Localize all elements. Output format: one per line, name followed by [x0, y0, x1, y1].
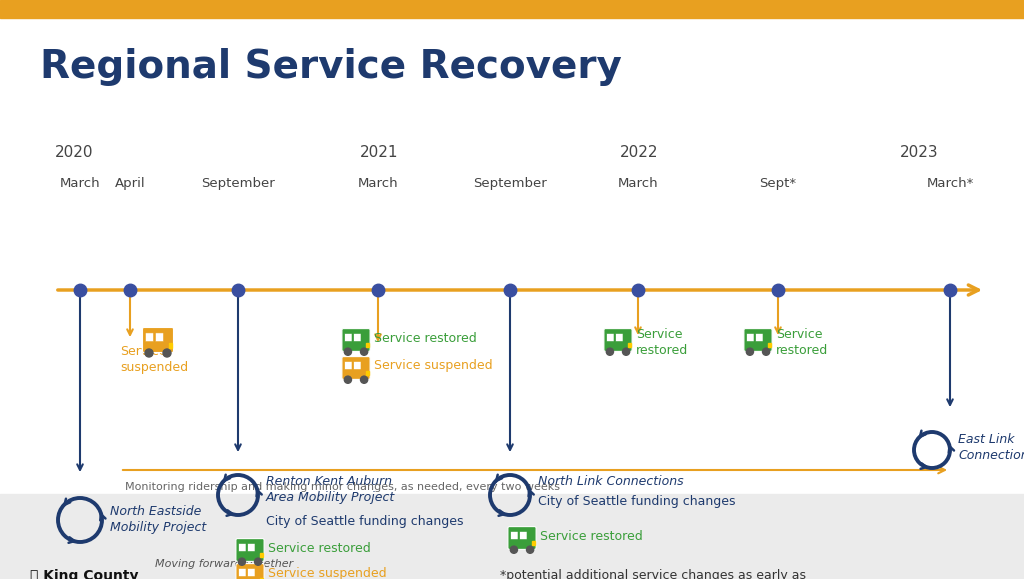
FancyBboxPatch shape [145, 333, 154, 342]
FancyBboxPatch shape [606, 334, 614, 342]
FancyBboxPatch shape [236, 563, 264, 579]
Text: Service restored: Service restored [268, 541, 371, 555]
FancyBboxPatch shape [239, 544, 246, 551]
FancyBboxPatch shape [239, 569, 246, 577]
FancyBboxPatch shape [342, 329, 370, 351]
Text: September: September [473, 177, 547, 190]
Text: April: April [115, 177, 145, 190]
Circle shape [360, 348, 368, 356]
FancyBboxPatch shape [248, 544, 255, 551]
Text: Service restored: Service restored [540, 530, 643, 543]
Bar [366, 371, 369, 375]
FancyBboxPatch shape [142, 328, 173, 353]
Bar [531, 541, 535, 545]
Circle shape [145, 349, 153, 357]
Bar [260, 553, 262, 557]
FancyBboxPatch shape [508, 526, 537, 549]
Text: North Eastside
Mobility Project: North Eastside Mobility Project [110, 505, 206, 534]
Circle shape [344, 376, 351, 383]
FancyBboxPatch shape [353, 361, 361, 369]
Text: Service suspended: Service suspended [268, 566, 387, 579]
Circle shape [239, 558, 246, 565]
Circle shape [163, 349, 171, 357]
Text: Service
restored: Service restored [776, 328, 828, 357]
Bar [628, 343, 631, 347]
FancyBboxPatch shape [156, 333, 164, 342]
FancyBboxPatch shape [342, 357, 370, 379]
FancyBboxPatch shape [520, 532, 527, 540]
FancyBboxPatch shape [345, 361, 352, 369]
Text: 2021: 2021 [360, 145, 398, 160]
Text: Service suspended: Service suspended [374, 360, 493, 372]
Text: 🔲 King County
    METRO: 🔲 King County METRO [30, 569, 138, 579]
Text: 2023: 2023 [900, 145, 939, 160]
Text: Regional Service Recovery: Regional Service Recovery [40, 48, 622, 86]
Text: East Link
Connections: East Link Connections [958, 433, 1024, 462]
FancyBboxPatch shape [743, 329, 772, 351]
Text: 2020: 2020 [55, 145, 93, 160]
Text: North Link Connections: North Link Connections [538, 475, 684, 488]
Text: Service
suspended: Service suspended [120, 345, 188, 374]
Text: Service
restored: Service restored [636, 328, 688, 357]
Text: March: March [617, 177, 658, 190]
Bar [169, 343, 172, 348]
Text: Sept*: Sept* [760, 177, 797, 190]
FancyBboxPatch shape [604, 329, 632, 351]
FancyBboxPatch shape [353, 334, 361, 342]
Circle shape [360, 376, 368, 383]
FancyBboxPatch shape [236, 538, 264, 562]
Text: City of Seattle funding changes: City of Seattle funding changes [538, 495, 735, 508]
Circle shape [606, 348, 613, 356]
Bar [260, 578, 262, 579]
Circle shape [526, 546, 534, 554]
Bar [0, 0, 1024, 18]
Circle shape [763, 348, 770, 356]
Circle shape [623, 348, 630, 356]
Text: Moving forward together: Moving forward together [155, 559, 293, 569]
Circle shape [255, 558, 262, 565]
FancyBboxPatch shape [248, 569, 255, 577]
FancyBboxPatch shape [615, 334, 623, 342]
Text: March*: March* [927, 177, 974, 190]
Text: Renton Kent Auburn
Area Mobility Project: Renton Kent Auburn Area Mobility Project [266, 475, 395, 504]
Text: September: September [201, 177, 274, 190]
Circle shape [746, 348, 754, 356]
Text: Service restored: Service restored [374, 332, 477, 345]
FancyBboxPatch shape [746, 334, 754, 342]
Bar [768, 343, 771, 347]
FancyBboxPatch shape [756, 334, 763, 342]
Text: City of Seattle funding changes: City of Seattle funding changes [266, 515, 464, 528]
Circle shape [344, 348, 351, 356]
Bar [0, 494, 1024, 579]
Text: March: March [59, 177, 100, 190]
FancyBboxPatch shape [511, 532, 518, 540]
Circle shape [510, 546, 517, 554]
FancyBboxPatch shape [345, 334, 352, 342]
Text: March: March [357, 177, 398, 190]
Text: Monitoring ridership and making minor changes, as needed, every two weeks: Monitoring ridership and making minor ch… [125, 482, 560, 492]
Text: *potential additional service changes as early as
September 2022, depending on f: *potential additional service changes as… [500, 569, 845, 579]
Bar [366, 343, 369, 347]
Text: 2022: 2022 [620, 145, 658, 160]
